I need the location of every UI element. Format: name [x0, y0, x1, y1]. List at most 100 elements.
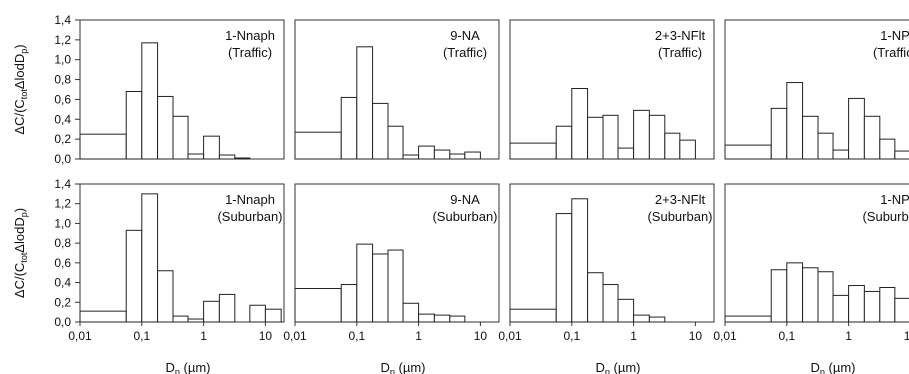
histogram-bar — [402, 154, 420, 160]
histogram-bar — [125, 90, 143, 160]
panel-site-label: (Suburban) — [217, 209, 282, 224]
histogram-bar — [802, 267, 819, 323]
histogram-bar — [79, 133, 127, 160]
panel-compound-label: 1-NP — [880, 28, 909, 43]
histogram-bar — [141, 193, 159, 323]
histogram-bar — [172, 115, 189, 160]
histogram-bar — [449, 315, 466, 323]
x-tick-label: 0,01 — [68, 329, 92, 343]
histogram-bar — [633, 314, 650, 323]
histogram-bar — [664, 132, 681, 160]
histogram-bar — [372, 102, 389, 160]
x-tick-label: 0,01 — [283, 329, 307, 343]
x-tick-label: 10 — [259, 329, 273, 343]
panel-compound-label: 9-NA — [450, 192, 480, 207]
x-axis-title: Dp (µm) — [596, 360, 641, 374]
x-tick-label: 0,01 — [498, 329, 522, 343]
y-axis-title-mid: ΔlodD — [12, 54, 27, 89]
histogram-bar — [356, 46, 374, 160]
histogram-bar — [340, 96, 358, 160]
x-tick-label: 1 — [200, 329, 207, 343]
y-axis-title-sub2: p — [19, 212, 29, 217]
x-axis-title-sub: p — [605, 367, 610, 374]
histogram-bar — [203, 135, 220, 160]
x-axis-title-main: D — [811, 360, 820, 374]
histogram-bar — [832, 294, 850, 323]
panel-site-label: (Traffic) — [228, 45, 272, 60]
histogram-bar — [464, 151, 481, 160]
histogram-bar — [571, 198, 589, 323]
x-tick-label: 1 — [845, 329, 852, 343]
histogram-bar — [555, 125, 573, 160]
histogram-bar — [340, 284, 358, 323]
histogram-bar — [602, 284, 619, 323]
histogram-bar — [879, 138, 896, 160]
y-tick-label: 1,4 — [54, 13, 71, 27]
x-axis-title-main: D — [596, 360, 605, 374]
x-axis-title-sub: p — [175, 367, 180, 374]
x-axis-title-sub: p — [820, 367, 825, 374]
y-axis-title-main: ΔC/(C — [12, 99, 27, 134]
y-axis-title: ΔC/(CtotΔlodDp) — [12, 44, 29, 134]
y-tick-label: 0,8 — [54, 73, 71, 87]
y-tick-label: 0,2 — [54, 295, 71, 309]
histogram-bar — [724, 144, 772, 160]
y-tick-label: 0,4 — [54, 112, 71, 126]
histogram-bar — [418, 313, 435, 323]
histogram-bar — [894, 297, 909, 323]
y-tick-label: 0,6 — [54, 256, 71, 270]
histogram-bar — [387, 125, 404, 160]
histogram-bar — [79, 310, 127, 323]
y-tick-label: 0,4 — [54, 276, 71, 290]
histogram-bar — [172, 315, 189, 323]
histogram-bar — [679, 139, 696, 160]
panel-compound-label: 1-NP — [880, 192, 909, 207]
histogram-bar — [832, 149, 850, 160]
histogram-bar — [894, 150, 909, 160]
histogram-bar — [402, 302, 420, 323]
histogram-bar — [587, 116, 604, 160]
histogram-bar — [125, 229, 143, 323]
histogram-bar — [770, 269, 788, 323]
y-tick-label: 1,2 — [54, 33, 71, 47]
histogram-bar — [848, 97, 865, 160]
x-tick-label: 10 — [689, 329, 703, 343]
histogram-bar — [433, 314, 451, 323]
histogram-bar — [555, 213, 573, 323]
histogram-bar — [187, 153, 205, 160]
histogram-bar — [418, 145, 435, 160]
y-tick-label: 0,0 — [54, 152, 71, 166]
y-tick-label: 0,6 — [54, 92, 71, 106]
y-tick-label: 1,0 — [54, 53, 71, 67]
x-axis-title-rest: (µm) — [180, 360, 211, 374]
y-axis-title-end: ) — [12, 208, 27, 212]
panel-site-label: (Suburban) — [432, 209, 497, 224]
panel-compound-label: 2+3-NFlt — [655, 192, 706, 207]
histogram-bar — [633, 109, 650, 160]
y-tick-label: 1,2 — [54, 197, 71, 211]
panel-compound-label: 2+3-NFlt — [655, 28, 706, 43]
histogram-bar — [356, 243, 374, 323]
histogram-bar — [863, 290, 881, 323]
panel-site-label: (Traffic) — [873, 45, 909, 60]
x-axis-title-main: D — [166, 360, 175, 374]
x-tick-label: 1 — [630, 329, 637, 343]
panel-site-label: (Suburban) — [862, 209, 909, 224]
histogram-bar — [786, 262, 804, 323]
histogram-bar — [617, 147, 635, 160]
y-tick-label: 0,8 — [54, 236, 71, 250]
histogram-bar — [449, 153, 466, 160]
histogram-bar — [234, 157, 251, 160]
y-axis-title-mid: ΔlodD — [12, 217, 27, 252]
histogram-bar — [433, 149, 451, 160]
histogram-bar — [648, 316, 666, 323]
histogram-bar — [602, 114, 619, 160]
histogram-bar — [571, 88, 589, 160]
y-axis-title-end: ) — [12, 44, 27, 48]
x-tick-label: 0,1 — [133, 329, 150, 343]
x-axis-title: Dp (µm) — [811, 360, 856, 374]
histogram-bar — [509, 142, 557, 160]
x-axis-title-rest: (µm) — [395, 360, 426, 374]
histogram-bar — [817, 132, 834, 160]
